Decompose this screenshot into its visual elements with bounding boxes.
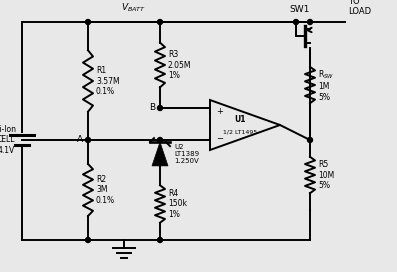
Text: R$_{SW}$
1M
5%: R$_{SW}$ 1M 5%	[318, 68, 334, 102]
Text: R5
10M
5%: R5 10M 5%	[318, 160, 334, 190]
Circle shape	[158, 138, 162, 143]
Circle shape	[158, 237, 162, 243]
Text: B: B	[149, 104, 155, 113]
Text: Li-Ion
CELL
4.1V: Li-Ion CELL 4.1V	[0, 125, 17, 155]
Circle shape	[85, 138, 91, 143]
Text: R1
3.57M
0.1%: R1 3.57M 0.1%	[96, 66, 119, 96]
Text: R4
150k
1%: R4 150k 1%	[168, 189, 187, 219]
Text: −: −	[216, 134, 223, 143]
Text: A: A	[77, 135, 83, 144]
Circle shape	[308, 138, 312, 143]
Text: U1: U1	[234, 116, 246, 125]
Circle shape	[293, 20, 299, 24]
Circle shape	[158, 106, 162, 110]
Text: U2
LT1389
1.250V: U2 LT1389 1.250V	[174, 144, 199, 164]
Text: V$_{BATT}$: V$_{BATT}$	[121, 2, 146, 14]
Polygon shape	[152, 142, 168, 166]
Text: SW1: SW1	[290, 5, 310, 14]
Text: +: +	[216, 107, 223, 116]
Circle shape	[158, 20, 162, 24]
Circle shape	[85, 237, 91, 243]
Text: R3
2.05M
1%: R3 2.05M 1%	[168, 50, 191, 80]
Circle shape	[308, 20, 312, 24]
Text: R2
3M
0.1%: R2 3M 0.1%	[96, 175, 115, 205]
Text: 1/2 LT1495: 1/2 LT1495	[223, 129, 257, 134]
Circle shape	[85, 20, 91, 24]
Text: TO
LOAD: TO LOAD	[348, 0, 371, 16]
